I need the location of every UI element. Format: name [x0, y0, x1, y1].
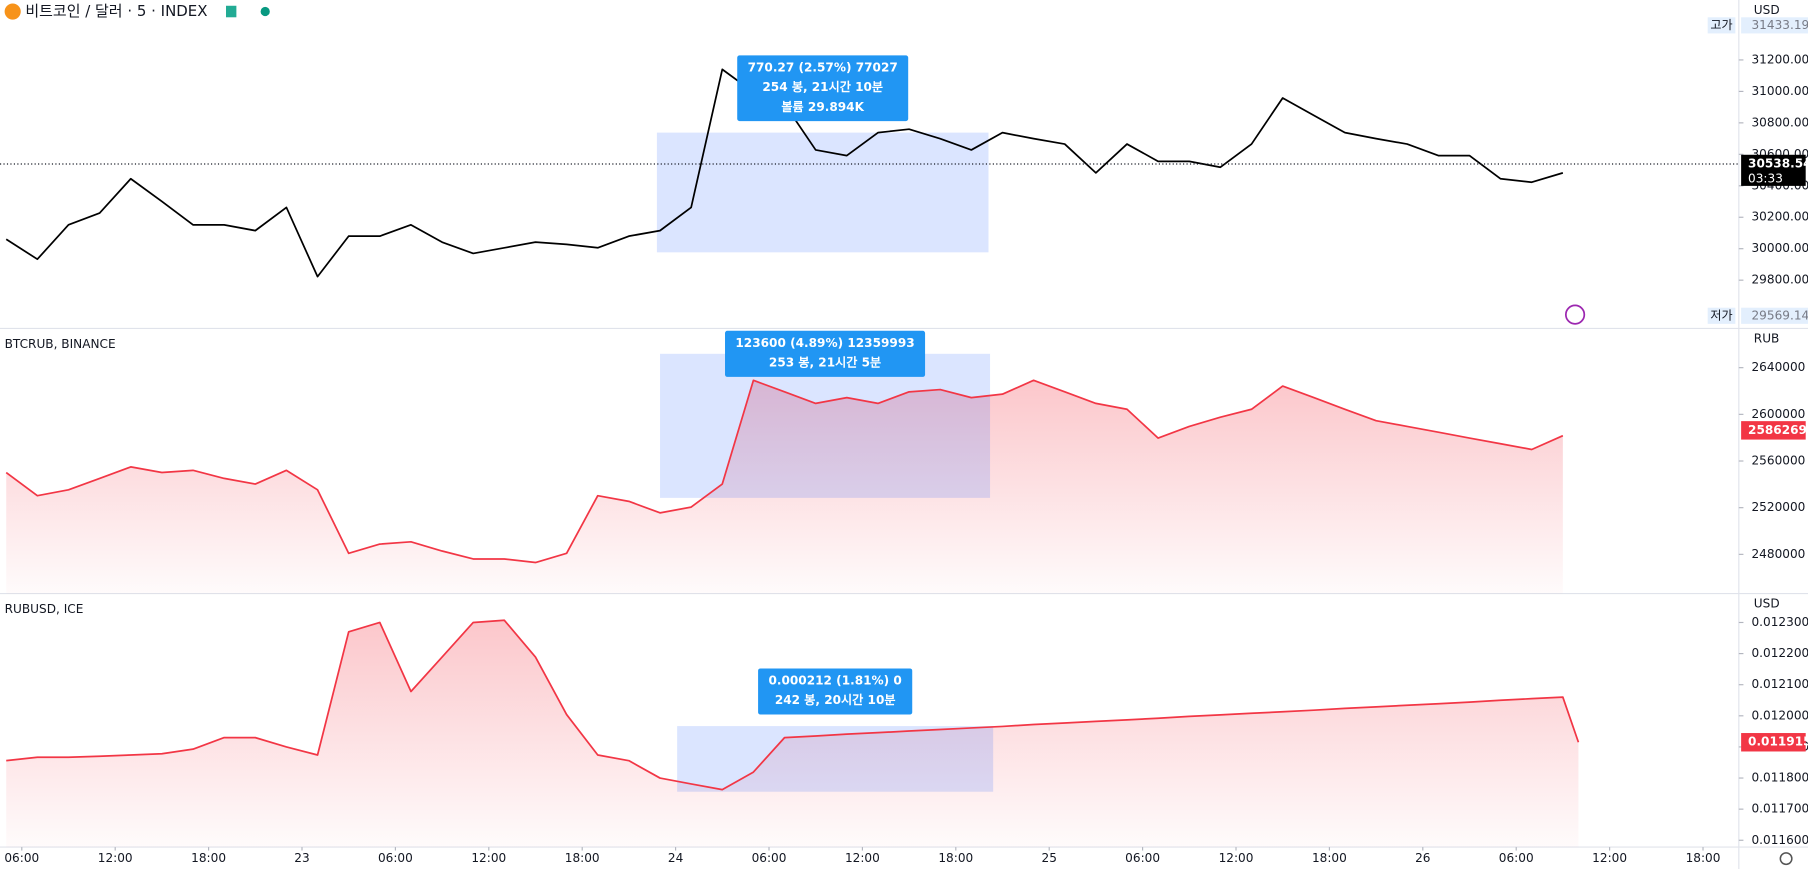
x-tick-label: 12:00: [1219, 851, 1254, 865]
x-tick-label: 26: [1415, 851, 1430, 865]
x-tick-label: 18:00: [191, 851, 226, 865]
last-price-badge: [1741, 421, 1806, 440]
price-line: [5, 379, 1564, 564]
y-tick-label: 31000.00: [1752, 84, 1808, 98]
low-tag: [1707, 307, 1736, 324]
y-tick-label: 30800.00: [1752, 115, 1808, 129]
y-tick-label: 30200.00: [1752, 210, 1808, 224]
measure-tooltip: 0.000212 (1.81%) 0 242 봉, 20시간 10분: [758, 668, 913, 715]
last-price-label: 0.011915: [1748, 735, 1808, 749]
area-fill: [6, 380, 1563, 594]
tooltip-box: [737, 55, 909, 122]
y-tick-label: 0.011600: [1752, 833, 1808, 847]
tooltip-text: 볼륨 29.894K: [781, 99, 864, 114]
status-dot: [260, 6, 270, 17]
symbol-icon: [4, 3, 21, 20]
alert-icon[interactable]: [1564, 304, 1586, 325]
y-tick-label: 31200.00: [1752, 52, 1808, 66]
low-value: 29569.14: [1752, 308, 1808, 322]
x-tick-label: 06:00: [752, 851, 787, 865]
flag-icon[interactable]: [226, 5, 237, 18]
tooltip-text: 123600 (4.89%) 12359993: [735, 336, 914, 350]
price-unit: USD: [1754, 3, 1780, 17]
y-tick-label: 0.012300: [1752, 615, 1808, 629]
x-tick-label: 06:00: [4, 851, 39, 865]
x-tick-label: 18:00: [1686, 851, 1721, 865]
y-tick-label: 2520000: [1752, 500, 1806, 514]
last-price-label: 2586269: [1748, 423, 1807, 437]
bar-countdown: 03:33: [1748, 171, 1783, 185]
high-tag: [1707, 17, 1736, 34]
x-tick-label: 06:00: [1499, 851, 1534, 865]
y-tick-label: 2600000: [1752, 407, 1806, 421]
tooltip-text: 0.000212 (1.81%) 0: [768, 674, 901, 688]
x-tick-label: 06:00: [1125, 851, 1160, 865]
y-tick-label: 0.011800: [1752, 771, 1808, 785]
tooltip-text: 254 봉, 21시간 10분: [762, 79, 883, 94]
x-tick-label: 12:00: [1592, 851, 1627, 865]
high-tag-label: 고가: [1710, 18, 1732, 32]
y-tick-label: 0.012100: [1752, 677, 1808, 691]
y-tick-label: 30000.00: [1752, 241, 1808, 255]
last-price-badge: [1741, 154, 1806, 186]
x-tick-label: 18:00: [1312, 851, 1347, 865]
measure-range: [660, 353, 991, 498]
measure-tooltip: 123600 (4.89%) 12359993 253 봉, 21시간 5분: [725, 330, 926, 377]
y-tick-label: 0.011700: [1752, 802, 1808, 816]
x-tick-label: 23: [294, 851, 309, 865]
tooltip-text: 253 봉, 21시간 5분: [769, 355, 881, 370]
x-tick-label: 25: [1042, 851, 1057, 865]
measure-range: [677, 726, 994, 792]
tooltip-box: [758, 668, 913, 715]
tooltip-text: 242 봉, 20시간 10분: [775, 692, 896, 707]
y-tick-label: 29800.00: [1752, 273, 1808, 287]
price-unit: USD: [1754, 596, 1780, 610]
settings-icon[interactable]: [1779, 852, 1793, 866]
y-tick-label: 0.012200: [1752, 646, 1808, 660]
tooltip-box: [725, 330, 926, 377]
last-price-label: 30538.54: [1748, 156, 1808, 170]
x-tick-label: 12:00: [98, 851, 133, 865]
y-tick-label: 2640000: [1752, 360, 1806, 374]
measure-range: [656, 132, 989, 253]
x-tick-label: 12:00: [845, 851, 880, 865]
pane-title: RUBUSD, ICE: [5, 602, 84, 616]
y-tick-label: 0.012000: [1752, 708, 1808, 722]
price-unit: RUB: [1754, 331, 1780, 345]
high-badge: [1741, 17, 1808, 34]
x-tick-label: 12:00: [471, 851, 506, 865]
y-tick-label: 2560000: [1752, 454, 1806, 468]
tooltip-text: 770.27 (2.57%) 77027: [748, 61, 898, 75]
last-price-badge: [1741, 733, 1806, 752]
x-tick-label: 18:00: [938, 851, 973, 865]
x-tick-label: 06:00: [378, 851, 413, 865]
area-fill: [6, 620, 1579, 848]
x-tick-label: 24: [668, 851, 684, 865]
price-line: [6, 619, 1580, 791]
pane-title: 비트코인 / 달러 · 5 · INDEX: [25, 2, 207, 20]
low-tag-label: 저가: [1710, 308, 1732, 322]
x-tick-label: 18:00: [565, 851, 600, 865]
y-tick-label: 2480000: [1752, 547, 1806, 561]
pane-title: BTCRUB, BINANCE: [5, 337, 116, 351]
low-badge: [1741, 307, 1808, 324]
high-value: 31433.19: [1752, 18, 1808, 32]
